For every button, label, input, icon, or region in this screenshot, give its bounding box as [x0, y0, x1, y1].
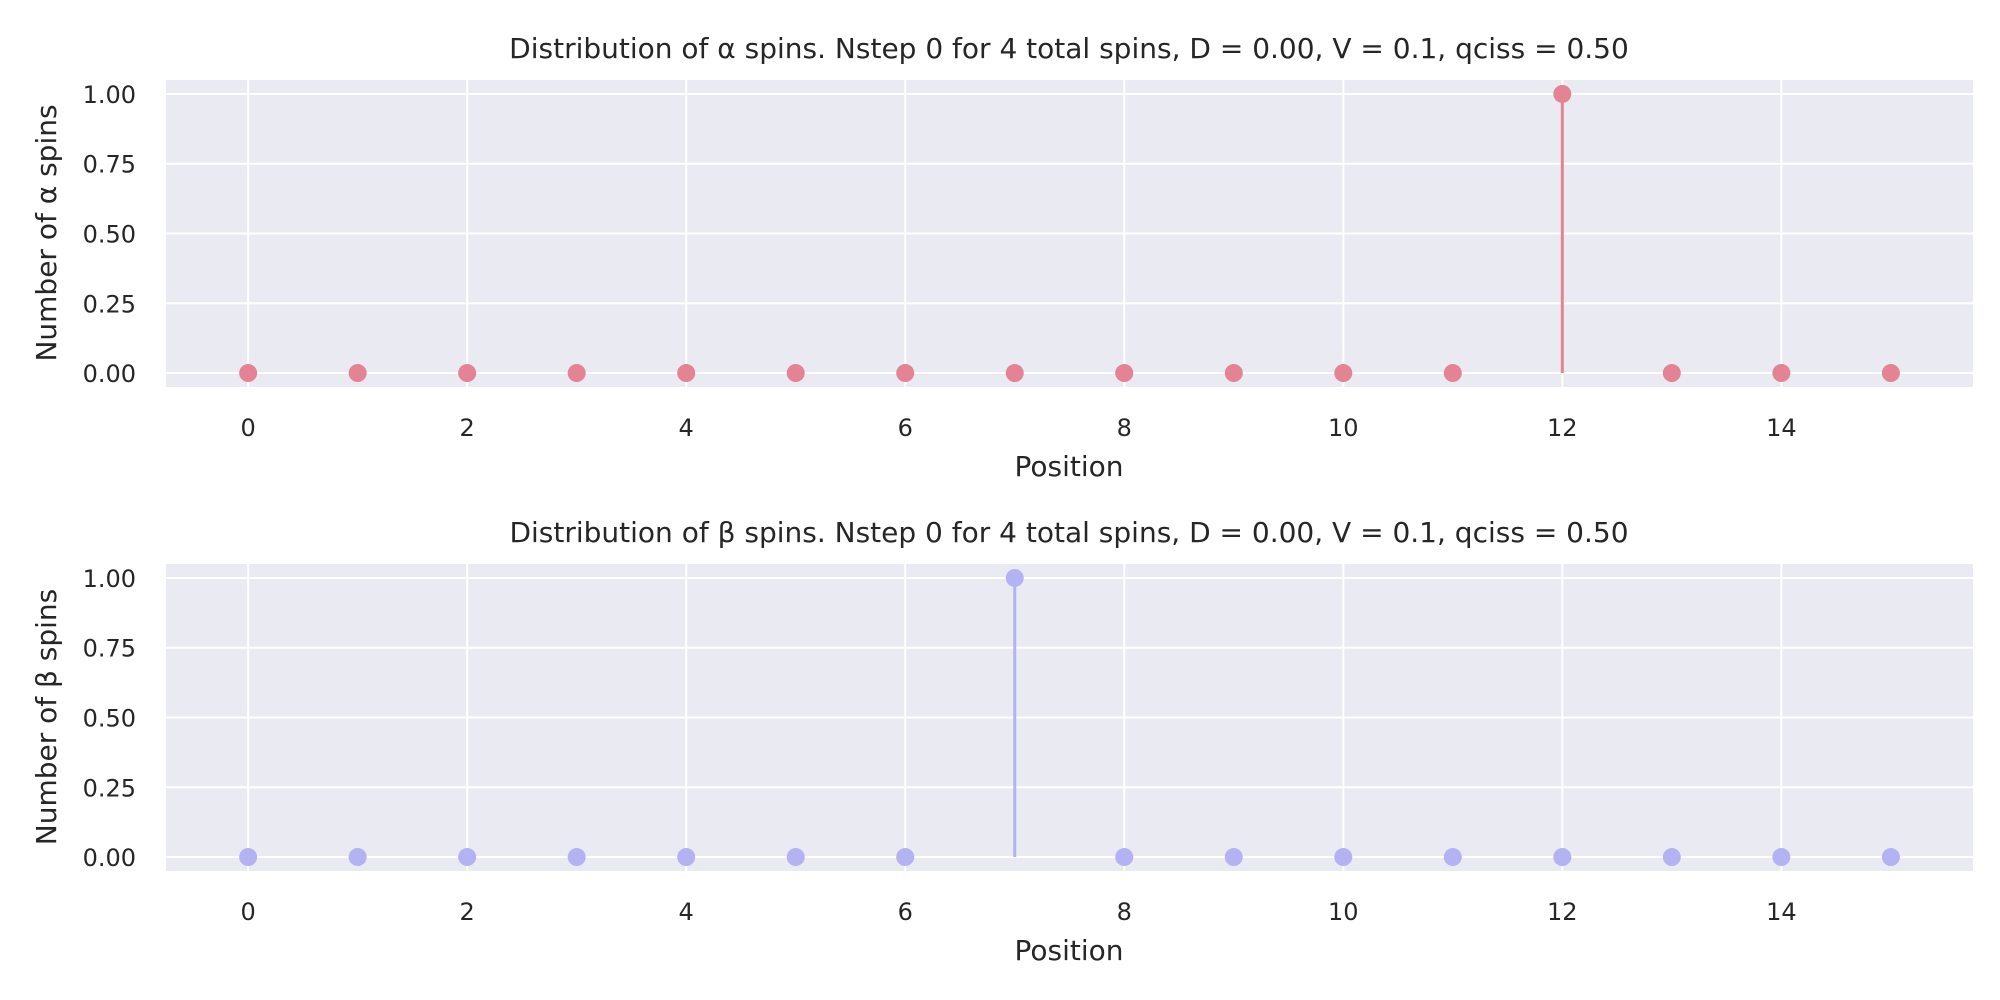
stem-marker — [1553, 848, 1572, 867]
x-tick-labels-beta: 0 2 4 6 8 10 12 14 — [240, 898, 1796, 926]
y-tick-label: 0.25 — [83, 290, 136, 318]
x-tick-label: 2 — [460, 414, 475, 442]
stem-marker — [458, 848, 477, 867]
stem-marker — [677, 848, 696, 867]
stem-marker — [786, 364, 805, 383]
x-tick-label: 8 — [1117, 414, 1132, 442]
x-tick-label: 12 — [1547, 414, 1578, 442]
stem-marker — [1115, 848, 1134, 867]
x-tick-label: 6 — [898, 414, 913, 442]
y-tick-label: 0.25 — [83, 774, 136, 802]
stem-marker — [896, 364, 915, 383]
x-tick-labels-alpha: 0 2 4 6 8 10 12 14 — [240, 414, 1796, 442]
stem-marker — [458, 364, 477, 383]
stem-marker — [567, 364, 586, 383]
stem-marker — [1005, 568, 1024, 587]
stem-marker — [348, 848, 367, 867]
x-tick-label: 10 — [1328, 414, 1359, 442]
x-tick-label: 10 — [1328, 898, 1359, 926]
x-tick-label: 0 — [240, 414, 255, 442]
stem-marker — [1334, 848, 1353, 867]
x-tick-label: 6 — [898, 898, 913, 926]
markers-alpha — [239, 84, 1900, 383]
x-axis-label-beta: Position — [1014, 934, 1123, 967]
chart-title-alpha: Distribution of α spins. Nstep 0 for 4 t… — [509, 32, 1629, 65]
x-tick-label: 0 — [240, 898, 255, 926]
stem-marker — [786, 848, 805, 867]
stem-marker — [1443, 848, 1462, 867]
chart-alpha: 0 2 4 6 8 10 12 14 0.00 0.25 0.50 0.75 1.00 Distrib… — [30, 32, 1973, 483]
y-tick-label: 1.00 — [83, 565, 136, 593]
y-tick-label: 0.00 — [83, 844, 136, 872]
stem-marker — [1662, 848, 1681, 867]
y-axis-label-beta: Number of β spins — [30, 589, 63, 846]
stem-marker — [1115, 364, 1134, 383]
stem-marker — [1224, 364, 1243, 383]
stem-marker — [1005, 364, 1024, 383]
stem-marker — [1443, 364, 1462, 383]
stem-marker — [1881, 848, 1900, 867]
y-tick-label: 1.00 — [83, 81, 136, 109]
y-tick-label: 0.50 — [83, 221, 136, 249]
x-tick-label: 8 — [1117, 898, 1132, 926]
x-tick-label: 12 — [1547, 898, 1578, 926]
x-tick-label: 2 — [460, 898, 475, 926]
x-tick-label: 4 — [679, 898, 694, 926]
stem-marker — [1553, 84, 1572, 103]
stem-marker — [1334, 364, 1353, 383]
x-tick-label: 4 — [679, 414, 694, 442]
chart-beta: 0 2 4 6 8 10 12 14 0.00 0.25 0.50 0.75 1.00 Distrib… — [30, 516, 1973, 967]
stem-marker — [1881, 364, 1900, 383]
stem-marker — [1772, 848, 1791, 867]
y-axis-label-alpha: Number of α spins — [30, 104, 63, 361]
markers-beta — [239, 568, 1900, 867]
x-axis-label-alpha: Position — [1014, 450, 1123, 483]
x-tick-label: 14 — [1766, 898, 1797, 926]
x-tick-label: 14 — [1766, 414, 1797, 442]
y-tick-label: 0.00 — [83, 360, 136, 388]
stem-marker — [1224, 848, 1243, 867]
stem-marker — [1772, 364, 1791, 383]
stem-marker — [239, 848, 258, 867]
y-tick-label: 0.50 — [83, 705, 136, 733]
stem-marker — [239, 364, 258, 383]
stem-marker — [896, 848, 915, 867]
stem-marker — [348, 364, 367, 383]
stem-marker — [1662, 364, 1681, 383]
y-tick-label: 0.75 — [83, 151, 136, 179]
chart-title-beta: Distribution of β spins. Nstep 0 for 4 t… — [509, 516, 1628, 549]
stem-marker — [677, 364, 696, 383]
y-tick-label: 0.75 — [83, 635, 136, 663]
stem-marker — [567, 848, 586, 867]
y-tick-labels-alpha: 0.00 0.25 0.50 0.75 1.00 — [83, 81, 136, 388]
y-tick-labels-beta: 0.00 0.25 0.50 0.75 1.00 — [83, 565, 136, 872]
